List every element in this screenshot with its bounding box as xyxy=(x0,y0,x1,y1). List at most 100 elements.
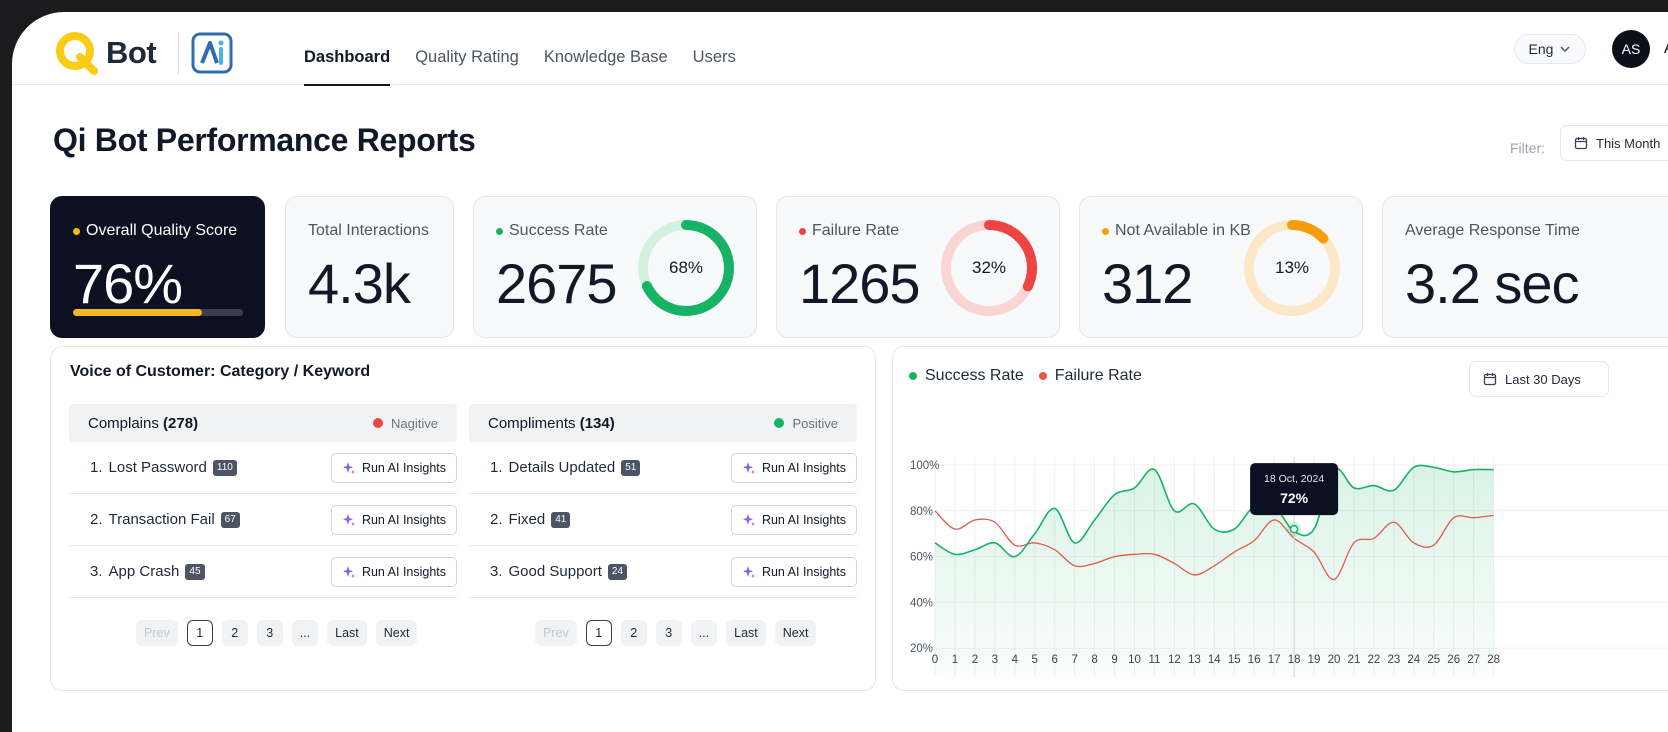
compliment-row: 1. Details Updated 51 Run AI Insights xyxy=(469,442,857,494)
chart-legend: Success Rate Failure Rate xyxy=(909,367,1142,385)
compliments-count: (134) xyxy=(579,414,615,432)
trend-chart-panel: Success Rate Failure Rate Last 30 Days 1… xyxy=(892,346,1668,691)
main-nav: Dashboard Quality Rating Knowledge Base … xyxy=(304,12,761,86)
failure-donut xyxy=(941,220,1037,316)
prev-page-button[interactable]: Prev xyxy=(535,620,577,646)
page-3-button[interactable]: 3 xyxy=(256,620,283,646)
compliment-text: Good Support xyxy=(508,563,602,580)
sparkle-icon xyxy=(342,461,355,474)
run-ai-insights-button[interactable]: Run AI Insights xyxy=(331,452,457,483)
success-percent: 68% xyxy=(668,258,704,277)
complaint-item: 1. Lost Password 110 xyxy=(90,459,237,476)
last-page-button[interactable]: Last xyxy=(327,620,367,646)
not-in-kb-donut xyxy=(1244,220,1340,316)
avg-response-label: Average Response Time xyxy=(1405,222,1580,239)
quality-score-value: 76% xyxy=(73,252,183,315)
complaints-column: Complains (278) Nagitive 1. Lost Passwor… xyxy=(69,404,457,598)
failure-rate-line xyxy=(934,510,1494,581)
run-ai-insights-label: Run AI Insights xyxy=(761,512,847,527)
compliment-index: 3. xyxy=(490,563,503,580)
compliment-text: Fixed xyxy=(508,511,546,528)
not-in-kb-card: Not Available in KB 312 13% xyxy=(1079,196,1363,338)
user-avatar[interactable]: AS xyxy=(1612,30,1650,68)
chart-range-value: Last 30 Days xyxy=(1505,371,1581,387)
run-ai-insights-button[interactable]: Run AI Insights xyxy=(731,452,857,483)
trend-line-chart: 100%80%60%40%20%012345678910111213141516… xyxy=(910,457,1668,678)
total-interactions-label: Total Interactions xyxy=(308,222,429,239)
run-ai-insights-button[interactable]: Run AI Insights xyxy=(731,556,857,587)
y-tick-label: 40% xyxy=(910,597,933,609)
page-1-button[interactable]: 1 xyxy=(186,620,213,646)
total-interactions-card: Total Interactions 4.3k xyxy=(285,196,454,338)
y-tick-label: 20% xyxy=(910,643,933,655)
complaint-text: Lost Password xyxy=(108,459,207,476)
compliment-row: 2. Fixed 41 Run AI Insights xyxy=(469,494,857,546)
prev-page-button[interactable]: Prev xyxy=(136,620,178,646)
run-ai-insights-label: Run AI Insights xyxy=(761,564,847,579)
tooltip-value: 72% xyxy=(1280,490,1309,506)
donut-arc xyxy=(1244,220,1340,316)
brand-name: Bot xyxy=(106,35,157,70)
compliment-count-badge: 51 xyxy=(621,459,641,476)
next-page-button[interactable]: Next xyxy=(375,620,418,646)
chart-range-button[interactable]: Last 30 Days xyxy=(1469,361,1609,397)
sparkle-icon xyxy=(742,565,755,578)
top-navigation-bar: Bot Dashboard Quality Rating Knowledge B… xyxy=(12,12,1668,86)
nav-tab-users[interactable]: Users xyxy=(692,48,736,66)
next-page-button[interactable]: Next xyxy=(774,620,817,646)
page-3-button[interactable]: 3 xyxy=(655,620,682,646)
quality-progress-fill xyxy=(73,309,203,316)
compliment-index: 1. xyxy=(490,459,503,476)
sparkle-icon xyxy=(742,461,755,474)
legend-failure[interactable]: Failure Rate xyxy=(1038,367,1142,385)
date-filter-value: This Month xyxy=(1596,135,1661,151)
chevron-down-icon xyxy=(1560,46,1570,53)
nav-tab-quality-rating[interactable]: Quality Rating xyxy=(415,48,519,66)
sparkle-icon xyxy=(342,513,355,526)
last-page-button[interactable]: Last xyxy=(726,620,766,646)
run-ai-insights-button[interactable]: Run AI Insights xyxy=(331,504,457,535)
date-filter-button[interactable]: This Month xyxy=(1560,125,1668,161)
nav-tab-knowledge-base[interactable]: Knowledge Base xyxy=(543,48,668,66)
run-ai-insights-button[interactable]: Run AI Insights xyxy=(731,504,857,535)
brand-logo[interactable]: Bot xyxy=(54,30,233,76)
page-2-button[interactable]: 2 xyxy=(221,620,248,646)
not-in-kb-dot xyxy=(1102,227,1109,235)
page-2-button[interactable]: 2 xyxy=(620,620,647,646)
compliments-title: Compliments xyxy=(488,414,576,432)
sparkle-icon xyxy=(342,565,355,578)
nav-tab-dashboard[interactable]: Dashboard xyxy=(304,12,391,86)
legend-success-dot xyxy=(909,372,917,380)
compliment-item: 1. Details Updated 51 xyxy=(490,459,641,476)
y-tick-label: 80% xyxy=(910,506,933,518)
filter-label: Filter: xyxy=(1510,140,1545,156)
voc-title: Voice of Customer: Category / Keyword xyxy=(70,363,371,380)
voice-of-customer-panel: Voice of Customer: Category / Keyword Co… xyxy=(50,346,876,691)
sparkle-icon xyxy=(742,513,755,526)
complaint-count-badge: 45 xyxy=(185,563,205,580)
success-rate-label-row: Success Rate xyxy=(496,222,608,240)
legend-success[interactable]: Success Rate xyxy=(909,367,1024,385)
complaint-text: Transaction Fail xyxy=(108,511,215,528)
success-rate-line xyxy=(934,464,1494,558)
page-title: Qi Bot Performance Reports xyxy=(53,122,476,158)
quality-score-label: Overall Quality Score xyxy=(86,222,238,239)
compliment-index: 2. xyxy=(490,511,503,528)
total-interactions-value: 4.3k xyxy=(308,252,411,315)
compliment-item: 3. Good Support 24 xyxy=(490,563,628,580)
complaint-index: 1. xyxy=(90,459,103,476)
donut-arc xyxy=(638,220,734,316)
success-rate-card: Success Rate 2675 68% xyxy=(473,196,757,338)
user-name[interactable]: A xyxy=(1664,40,1668,58)
complaint-row: 1. Lost Password 110 Run AI Insights xyxy=(69,442,457,494)
not-in-kb-label: Not Available in KB xyxy=(1115,222,1251,239)
run-ai-insights-button[interactable]: Run AI Insights xyxy=(331,556,457,587)
page-1-button[interactable]: 1 xyxy=(585,620,612,646)
run-ai-insights-label: Run AI Insights xyxy=(361,512,447,527)
complaints-header: Complains (278) Nagitive xyxy=(69,404,457,442)
failure-count-value: 1265 xyxy=(799,252,921,315)
run-ai-insights-label: Run AI Insights xyxy=(361,460,447,475)
q-logo-icon xyxy=(56,32,98,75)
compliments-header: Compliments (134) Positive xyxy=(469,404,857,442)
language-select[interactable]: Eng xyxy=(1514,34,1586,64)
